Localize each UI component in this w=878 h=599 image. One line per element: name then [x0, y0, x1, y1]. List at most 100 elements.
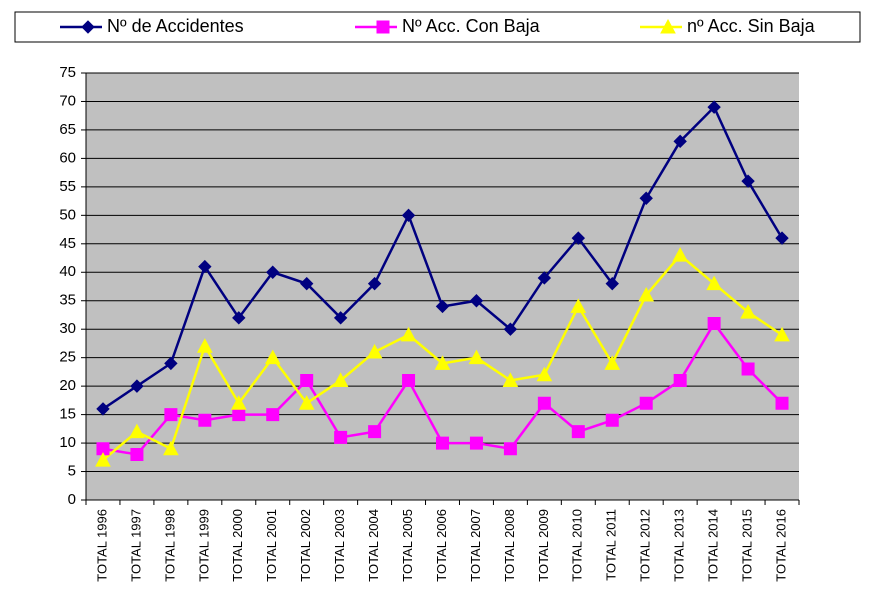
marker: [537, 271, 552, 285]
y-tick-label: 40: [59, 263, 76, 280]
marker: [638, 286, 655, 302]
marker: [536, 366, 553, 382]
x-tick-label: TOTAL 2013: [672, 509, 687, 582]
y-tick-label: 5: [68, 463, 76, 480]
marker: [435, 299, 450, 314]
y-tick-label: 15: [59, 406, 76, 423]
marker: [334, 430, 348, 444]
marker: [503, 322, 518, 336]
x-tick-label: TOTAL 2003: [332, 509, 347, 582]
x-tick-label: TOTAL 2000: [230, 509, 245, 582]
marker: [95, 452, 111, 467]
marker: [163, 440, 179, 456]
marker: [775, 396, 789, 410]
marker: [333, 311, 348, 325]
plot-area: [86, 73, 799, 500]
marker: [300, 373, 314, 387]
x-tick-label: TOTAL 2005: [400, 509, 415, 582]
y-tick-label: 55: [59, 178, 76, 195]
x-tick-label: TOTAL 2007: [468, 509, 483, 582]
marker: [230, 395, 247, 410]
marker: [198, 259, 212, 274]
marker: [468, 349, 485, 365]
marker: [469, 436, 483, 450]
marker: [537, 396, 551, 410]
marker: [673, 134, 687, 149]
marker: [266, 408, 280, 422]
y-tick-label: 60: [59, 149, 76, 166]
marker: [164, 408, 178, 422]
y-tick-label: 35: [59, 292, 76, 309]
legend-label: nº Acc. Sin Baja: [687, 16, 816, 36]
marker: [434, 355, 451, 370]
legend-box: [14, 11, 861, 43]
marker: [741, 362, 755, 376]
marker: [266, 265, 280, 279]
y-tick-label: 0: [68, 491, 76, 508]
marker: [639, 191, 653, 205]
marker: [605, 413, 619, 427]
x-tick-label: TOTAL 2011: [604, 509, 619, 581]
marker: [741, 174, 755, 188]
marker: [775, 231, 789, 245]
marker: [571, 231, 586, 245]
marker: [81, 20, 95, 34]
y-tick-label: 10: [59, 434, 76, 451]
x-tick-label: TOTAL 2001: [264, 509, 279, 582]
marker: [605, 276, 619, 291]
y-tick-label: 50: [59, 206, 76, 223]
x-tick-label: TOTAL 2009: [536, 509, 551, 582]
marker: [673, 373, 687, 387]
x-tick-label: TOTAL 2015: [740, 509, 755, 582]
marker: [400, 326, 417, 342]
marker: [503, 442, 517, 456]
marker: [570, 298, 587, 313]
marker: [196, 338, 213, 353]
y-tick-label: 70: [59, 92, 76, 109]
marker: [469, 294, 484, 308]
y-tick-label: 25: [59, 349, 76, 366]
marker: [332, 372, 349, 387]
x-tick-label: TOTAL 2002: [298, 509, 313, 582]
marker: [164, 356, 178, 371]
marker: [707, 317, 721, 331]
marker: [376, 20, 390, 34]
marker: [232, 311, 246, 325]
x-tick-label: TOTAL 2012: [638, 509, 653, 582]
marker: [129, 423, 145, 439]
marker: [436, 436, 449, 450]
marker: [198, 413, 212, 427]
marker: [232, 408, 246, 422]
y-tick-label: 20: [59, 377, 76, 394]
x-tick-label: TOTAL 1999: [196, 509, 211, 582]
x-tick-label: TOTAL 1998: [162, 509, 177, 582]
marker: [366, 343, 383, 359]
marker: [130, 379, 144, 393]
y-tick-label: 45: [59, 235, 76, 252]
y-tick-label: 65: [59, 121, 76, 138]
marker: [604, 355, 621, 370]
marker: [130, 447, 144, 461]
marker: [774, 326, 790, 342]
x-tick-label: TOTAL 1997: [128, 509, 143, 582]
y-tick-label: 75: [59, 64, 76, 81]
marker: [706, 275, 722, 291]
marker: [298, 395, 315, 410]
x-tick-label: TOTAL 2016: [773, 509, 788, 582]
marker: [96, 402, 110, 416]
marker: [672, 247, 689, 262]
x-tick-label: TOTAL 2010: [570, 509, 585, 582]
marker: [660, 18, 676, 34]
marker: [264, 349, 281, 365]
x-tick-label: TOTAL 1996: [94, 509, 109, 582]
marker: [367, 276, 382, 291]
legend-label: Nº de Accidentes: [107, 16, 244, 36]
marker: [402, 373, 416, 387]
marker: [401, 208, 416, 223]
x-tick-label: TOTAL 2008: [502, 509, 517, 582]
x-tick-label: TOTAL 2006: [434, 509, 449, 582]
x-tick-label: TOTAL 2004: [366, 509, 381, 582]
marker: [96, 442, 110, 456]
legend-label: Nº Acc. Con Baja: [402, 16, 541, 36]
